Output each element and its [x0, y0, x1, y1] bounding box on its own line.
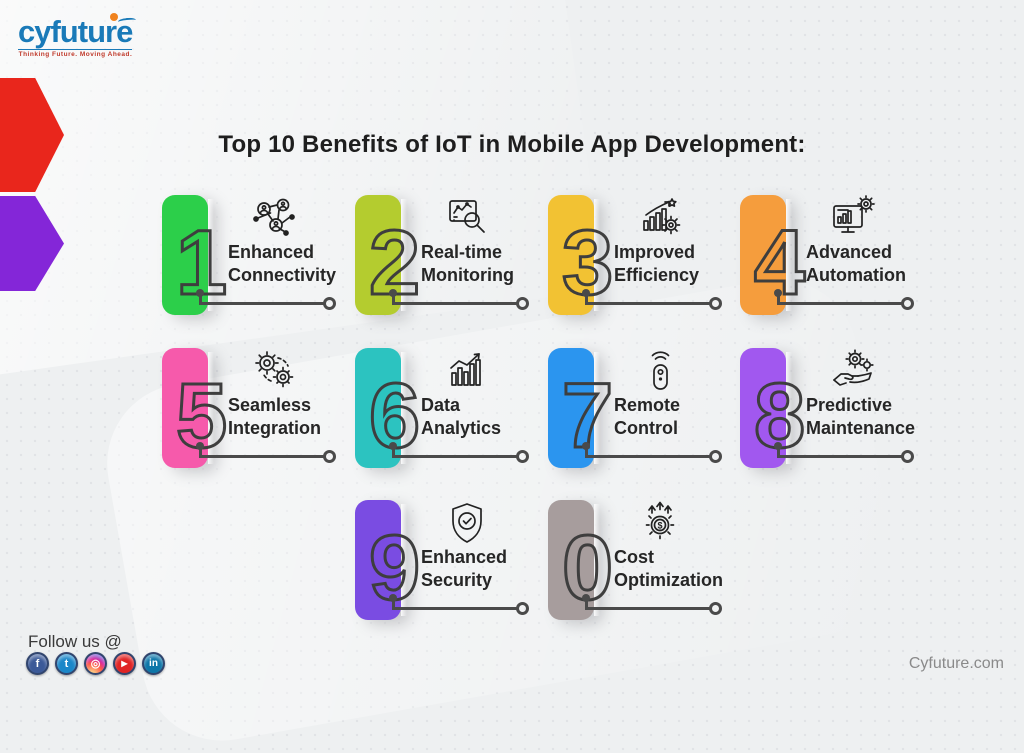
connector-line: [774, 442, 914, 463]
item-label: Data Analytics: [421, 395, 502, 438]
network-users-icon: [253, 198, 295, 236]
shield-check-icon: [452, 503, 482, 543]
instagram-icon[interactable]: ◎: [84, 652, 107, 675]
benefit-item-7: 7 Remote Control: [548, 348, 878, 478]
item-label: Real-time Monitoring: [421, 242, 514, 285]
logo-dot-icon: [110, 13, 119, 21]
connector-line: [196, 289, 336, 310]
item-label: Enhanced Security: [421, 547, 508, 590]
cyfuture-logo: cyfuture Thinking Future. Moving Ahead.: [18, 13, 137, 58]
connector-line: [774, 289, 914, 310]
connector-line: [389, 289, 529, 310]
logo-wordmark: cyfuture: [18, 13, 137, 47]
page-title: Top 10 Benefits of IoT in Mobile App Dev…: [218, 131, 806, 158]
website-url[interactable]: Cyfuture.com: [908, 655, 1004, 672]
item-label: Seamless Integration: [228, 395, 321, 438]
connector-line: [389, 594, 529, 615]
item-label: Cost Optimization: [614, 547, 723, 590]
item-label: Improved Efficiency: [614, 242, 700, 285]
remote-control-icon: [651, 351, 670, 390]
item-label: Predictive Maintenance: [806, 395, 916, 438]
purple-arrow-decoration: [0, 196, 64, 291]
youtube-icon[interactable]: ▶: [113, 652, 136, 675]
facebook-icon[interactable]: f: [26, 652, 49, 675]
connector-line: [196, 442, 336, 463]
background-sheen: [0, 0, 606, 387]
benefit-item-3: 3 Improved Efficiency: [548, 195, 878, 325]
linkedin-icon[interactable]: in: [142, 652, 165, 675]
logo-tagline: Thinking Future. Moving Ahead.: [18, 49, 133, 58]
benefit-item-5: 5 Seamless Integration: [162, 348, 492, 478]
benefit-item-10: 0 $ Cost Optimization: [548, 500, 878, 630]
benefit-item-8: 8 Predictive Maintenance: [740, 348, 1024, 478]
growth-chart-gear-icon: [643, 198, 681, 235]
hand-gears-icon: [833, 349, 874, 386]
twitter-icon[interactable]: t: [55, 652, 78, 675]
monitor-gear-icon: [833, 195, 875, 233]
follow-us-text: Follow us @: [28, 632, 122, 651]
connector-line: [582, 289, 722, 310]
benefit-item-2: 2 Real-time Monitoring: [355, 195, 685, 325]
item-label: Advanced Automation: [806, 242, 906, 285]
svg-text:$: $: [657, 521, 662, 531]
connector-line: [389, 442, 529, 463]
benefit-item-6: 6 Data Analytics: [355, 348, 685, 478]
item-label: Remote Control: [614, 395, 681, 438]
monitor-magnifier-icon: [449, 200, 485, 233]
connector-line: [582, 442, 722, 463]
item-label: Enhanced Connectivity: [228, 242, 337, 285]
connector-line: [582, 594, 722, 615]
benefit-item-1: 1 Enhanced Connectivity: [162, 195, 492, 325]
bar-chart-icon: [450, 353, 481, 386]
coin-gear-icon: $: [645, 501, 675, 540]
social-icons-row: f t ◎ ▶ in: [26, 652, 165, 675]
gears-icon: [255, 351, 294, 388]
logo-wave-icon: [118, 17, 137, 25]
benefit-item-4: 4 Advanced Automation: [740, 195, 1024, 325]
benefit-item-9: 9 Enhanced Security: [355, 500, 685, 630]
